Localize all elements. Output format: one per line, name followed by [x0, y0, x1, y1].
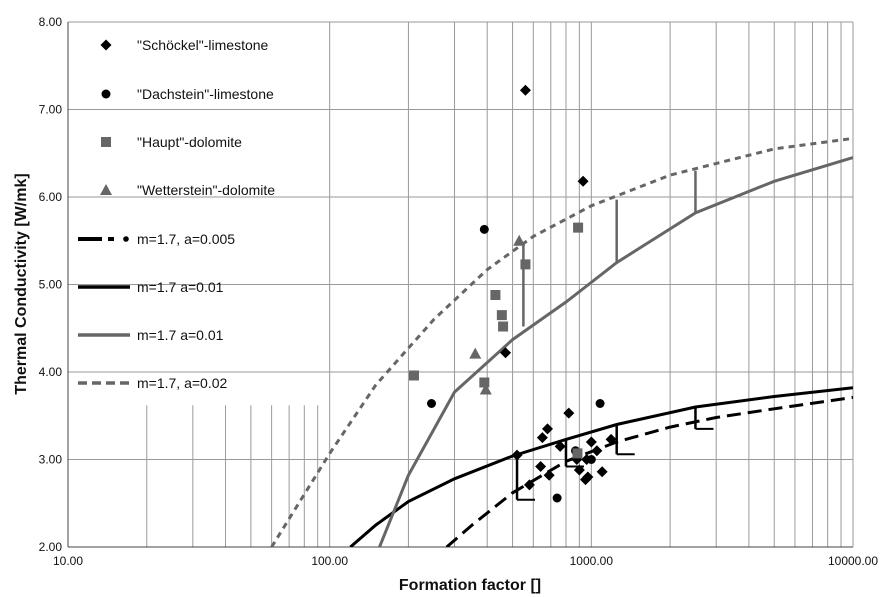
y-tick-label: 3.00: [39, 453, 63, 467]
data-point-triangle: [513, 235, 525, 246]
data-point-diamond: [591, 445, 602, 456]
legend-label: "Dachstein"-limestone: [137, 86, 274, 102]
y-tick-label: 6.00: [39, 190, 63, 204]
legend-symbol-triangle: [100, 184, 112, 195]
legend-symbol-diamond: [101, 40, 112, 51]
data-point-circle: [553, 494, 562, 503]
data-point-square: [573, 223, 583, 233]
data-point-circle: [480, 225, 489, 234]
legend-label: "Schöckel"-limestone: [137, 37, 269, 53]
x-axis-title: Formation factor []: [399, 577, 541, 594]
y-tick-label: 8.00: [39, 15, 63, 29]
legend-symbol-circle: [102, 90, 111, 99]
data-point-diamond: [597, 466, 608, 477]
legend: "Schöckel"-limestone "Dachstein"-limeston…: [78, 37, 275, 391]
data-point-diamond: [586, 437, 597, 448]
x-tick-label: 10.00: [53, 554, 83, 568]
x-tick-label: 100.00: [311, 554, 348, 568]
y-tick-label: 4.00: [39, 365, 63, 379]
series-line-4: [447, 397, 853, 547]
legend-symbol-dot: [123, 236, 129, 242]
data-point-square: [498, 322, 508, 332]
data-point-diamond: [520, 85, 531, 96]
y-tick-label: 2.00: [39, 540, 63, 554]
data-point-circle: [427, 399, 436, 408]
data-point-diamond: [544, 470, 555, 481]
data-point-diamond: [563, 408, 574, 419]
series-line-7: [272, 138, 853, 547]
data-point-diamond: [512, 450, 523, 461]
data-point-diamond: [535, 461, 546, 472]
data-point-diamond: [537, 432, 548, 443]
legend-label: "Haupt"-dolomite: [137, 134, 242, 150]
data-point-square: [479, 378, 489, 388]
y-axis-title: Thermal Conductivity [W/mk]: [13, 173, 30, 394]
legend-label: m=1.7, a=0.005: [137, 231, 235, 247]
data-point-square: [520, 259, 530, 269]
data-point-square: [572, 448, 582, 458]
legend-symbol-square: [101, 137, 111, 147]
data-point-circle: [587, 455, 596, 464]
data-point-triangle: [469, 348, 481, 359]
y-tick-label: 7.00: [39, 103, 63, 117]
data-point-square: [409, 371, 419, 381]
data-point-square: [497, 310, 507, 320]
x-tick-label: 1000.00: [570, 554, 614, 568]
data-point-circle: [596, 399, 605, 408]
series-layer: [272, 85, 853, 547]
legend-label: "Wetterstein"-dolomite: [137, 182, 275, 198]
legend-label: m=1.7 a=0.01: [137, 279, 224, 295]
y-tick-label: 5.00: [39, 278, 63, 292]
legend-label: m=1.7, a=0.02: [137, 375, 228, 391]
data-point-square: [490, 290, 500, 300]
data-point-diamond: [542, 423, 553, 434]
legend-label: m=1.7 a=0.01: [137, 327, 224, 343]
x-tick-label: 10000.00: [828, 554, 878, 568]
